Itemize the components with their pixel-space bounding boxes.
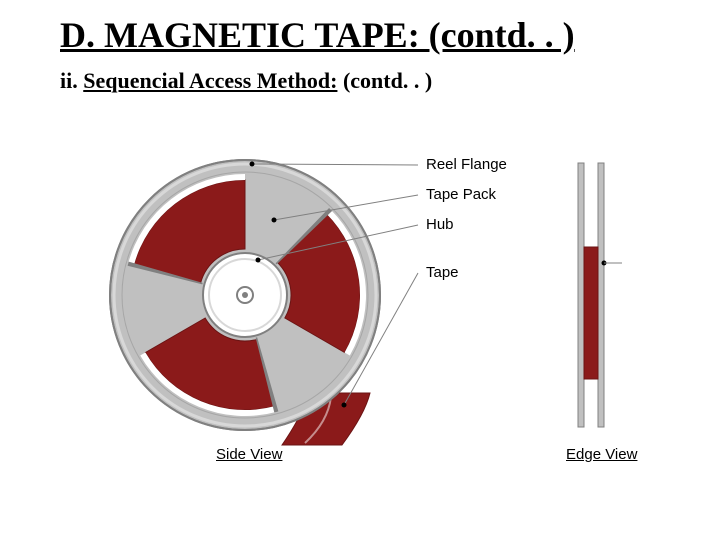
page-title: D. MAGNETIC TAPE: (contd. . )	[60, 14, 575, 56]
subtitle-underline: Sequencial Access Method:	[83, 68, 337, 93]
page-subtitle: ii. Sequencial Access Method: (contd. . …	[60, 68, 432, 94]
subtitle-suffix: (contd. . )	[337, 68, 432, 93]
subtitle-prefix: ii.	[60, 68, 83, 93]
tape-reel-diagram	[90, 145, 680, 465]
